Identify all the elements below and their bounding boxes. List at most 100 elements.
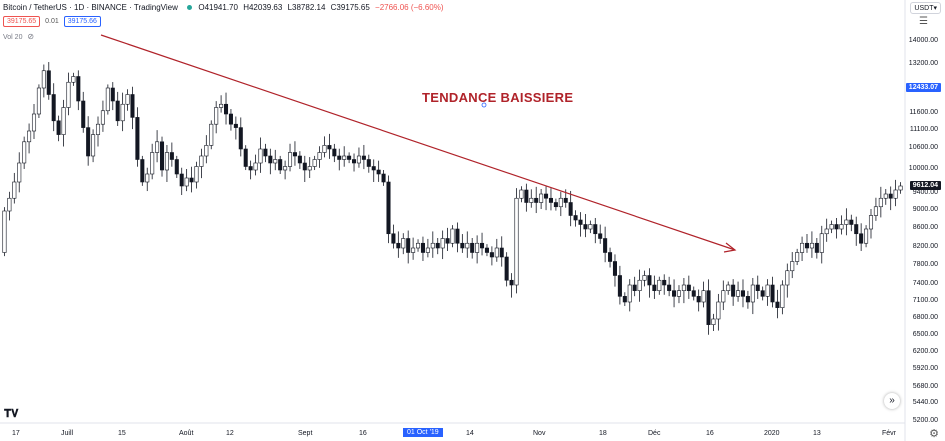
volume-indicator-label[interactable]: Vol 20 ⊘ <box>3 32 34 41</box>
double-chevron-right-icon[interactable]: » <box>884 393 900 409</box>
candle-up <box>883 193 888 199</box>
candle-up <box>356 155 361 164</box>
candle-down <box>263 148 268 157</box>
menu-icon[interactable]: ☰ <box>919 16 928 27</box>
candle-down <box>593 224 598 235</box>
candle-down <box>499 247 504 258</box>
candle-down <box>612 261 617 276</box>
candle-up <box>95 123 101 135</box>
candle-down <box>391 233 396 244</box>
candle-down <box>406 238 411 253</box>
candle-down <box>420 242 425 253</box>
candle-up <box>716 301 721 320</box>
price-tick-label: 8600.00 <box>912 224 938 231</box>
candle-down <box>130 94 135 118</box>
candle-down <box>278 159 283 171</box>
candle-down <box>854 224 859 235</box>
candle-up <box>475 242 480 253</box>
candle-up <box>2 210 7 253</box>
sell-button[interactable]: 39175.65 <box>3 16 41 27</box>
candle-down <box>667 284 672 291</box>
candle-up <box>145 173 150 183</box>
candle-down <box>484 247 489 253</box>
candle-down <box>292 152 297 157</box>
time-tick-label: Nov <box>533 430 546 437</box>
candle-down <box>243 148 248 167</box>
candle-down <box>647 275 652 286</box>
candle-up <box>681 284 686 291</box>
candle-down <box>652 284 657 291</box>
candle-up <box>868 215 874 230</box>
trend-arrowhead <box>723 242 737 253</box>
candle-up <box>676 290 682 297</box>
candle-down <box>56 120 61 135</box>
candle-up <box>519 189 524 199</box>
candle-down <box>371 166 376 171</box>
candle-up <box>588 224 593 230</box>
candle-up <box>750 284 755 303</box>
candle-up <box>401 238 406 249</box>
candle-up <box>873 206 878 216</box>
candle-down <box>686 284 691 291</box>
volume-label: Vol 20 <box>3 34 23 41</box>
candle-down <box>445 238 450 244</box>
candle-down <box>366 159 371 167</box>
candle-up <box>150 152 155 175</box>
time-tick-label: 15 <box>118 430 126 437</box>
candle-down <box>524 189 529 203</box>
candle-up <box>824 228 829 235</box>
candle-up <box>450 228 455 244</box>
candle-down <box>696 296 701 303</box>
candle-down <box>76 76 81 102</box>
price-tick-label: 5200.00 <box>912 417 938 424</box>
candle-down <box>169 152 174 160</box>
candle-up <box>893 189 898 199</box>
candle-down <box>583 224 588 230</box>
candle-down <box>159 141 165 171</box>
buy-button[interactable]: 39175.66 <box>63 16 101 27</box>
candle-up <box>307 166 312 171</box>
candle-up <box>642 275 647 281</box>
candle-down <box>672 290 677 297</box>
candle-down <box>396 242 401 249</box>
tradingview-logo-icon[interactable]: 𝐓𝐕 <box>4 408 19 420</box>
candle-down <box>888 193 893 199</box>
trend-line[interactable] <box>100 34 736 251</box>
candle-down <box>563 197 568 203</box>
eye-crossed-icon[interactable]: ⊘ <box>27 32 35 41</box>
candle-down <box>553 202 558 208</box>
candle-up <box>425 247 430 253</box>
trade-buttons: 39175.65 0.01 39175.66 <box>3 16 104 27</box>
candle-up <box>657 279 662 291</box>
candle-up <box>800 242 805 253</box>
candle-up <box>342 155 347 160</box>
candle-down <box>51 94 56 122</box>
candle-up <box>736 290 741 297</box>
candle-down <box>435 242 440 249</box>
trend-annotation[interactable]: TENDANCE BAISSIERE <box>422 90 574 105</box>
candle-up <box>100 110 105 125</box>
candle-up <box>795 252 800 262</box>
candle-down <box>859 233 864 244</box>
price-tick-label: 8200.00 <box>912 243 938 250</box>
candle-down <box>337 155 342 160</box>
candle-up <box>199 155 204 167</box>
symbol-title[interactable]: Bitcoin / TetherUS · 1D · BINANCE · Trad… <box>3 3 178 12</box>
price-tick-label: 6800.00 <box>912 314 938 321</box>
candle-down <box>617 275 622 297</box>
candle-up <box>898 185 903 191</box>
currency-selector[interactable]: USDT▾ <box>910 2 941 14</box>
gear-icon[interactable]: ⚙ <box>929 428 939 440</box>
candle-up <box>829 224 834 230</box>
candle-down <box>706 290 711 325</box>
time-tick-label: Sept <box>298 430 313 437</box>
candle-down <box>662 279 667 286</box>
candle-down <box>760 290 765 297</box>
candle-up <box>726 284 731 291</box>
price-tick-label: 13200.00 <box>908 60 938 67</box>
time-tick-label: Déc <box>648 430 661 437</box>
time-tick-label: Févr <box>882 430 896 437</box>
candle-up <box>253 162 258 171</box>
